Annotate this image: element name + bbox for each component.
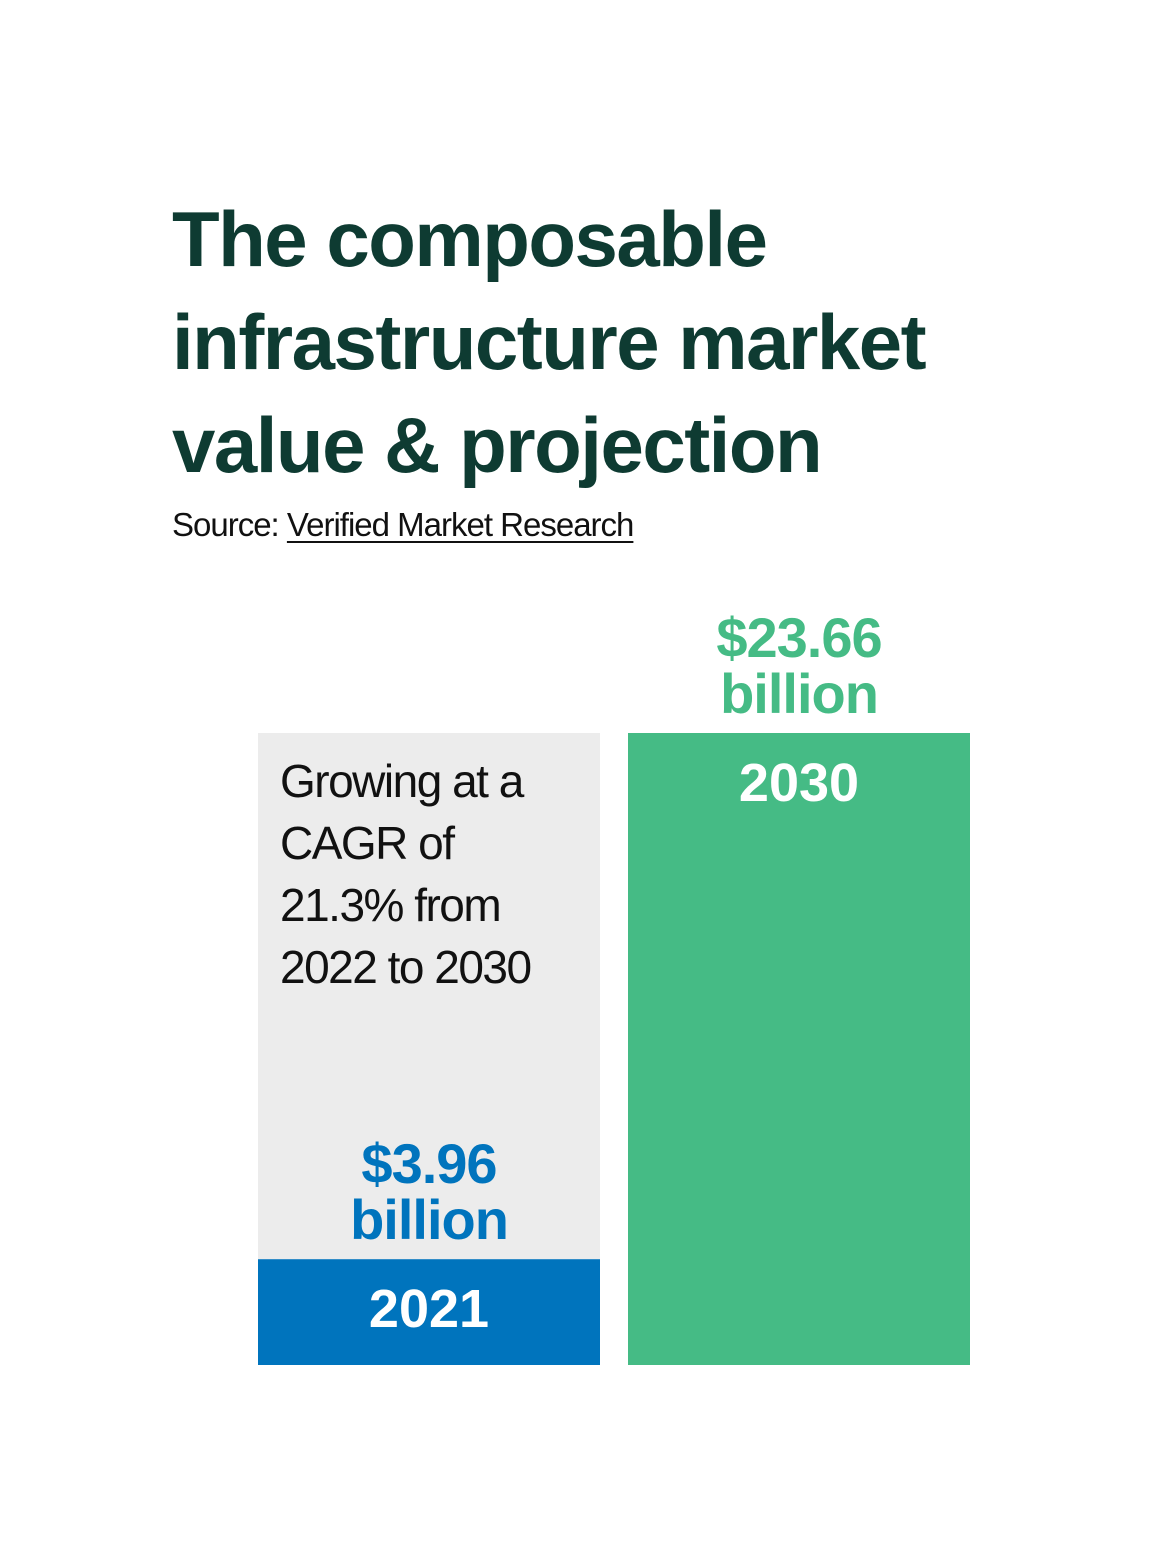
source-line: Source: Verified Market Research	[172, 506, 634, 544]
source-label: Source:	[172, 506, 280, 543]
note-line-2: CAGR of	[280, 817, 455, 869]
title-line-1: The composable	[172, 195, 768, 283]
title-line-3: value & projection	[172, 401, 823, 489]
value-label-2030-line-1: $23.66	[716, 606, 881, 669]
bar-2030	[628, 733, 970, 1365]
note-line-3: 21.3% from	[280, 879, 502, 931]
category-label-2030: 2030	[739, 753, 859, 813]
cagr-note: Growing at a CAGR of 21.3% from 2022 to …	[280, 750, 600, 998]
bar-2021	[258, 1259, 600, 1365]
chart-title: The composable infrastructure market val…	[172, 188, 1072, 497]
title-line-2: infrastructure market	[172, 298, 927, 386]
note-line-4: 2022 to 2030	[280, 941, 532, 993]
category-label-2021: 2021	[369, 1279, 489, 1339]
bars-group	[258, 733, 970, 1365]
value-label-2021-line-1: $3.96	[361, 1132, 496, 1195]
value-label-2030-line-2: billion	[720, 662, 878, 725]
value-label-2021-line-2: billion	[350, 1188, 508, 1251]
source-link[interactable]: Verified Market Research	[286, 506, 634, 543]
note-line-1: Growing at a	[280, 755, 524, 807]
